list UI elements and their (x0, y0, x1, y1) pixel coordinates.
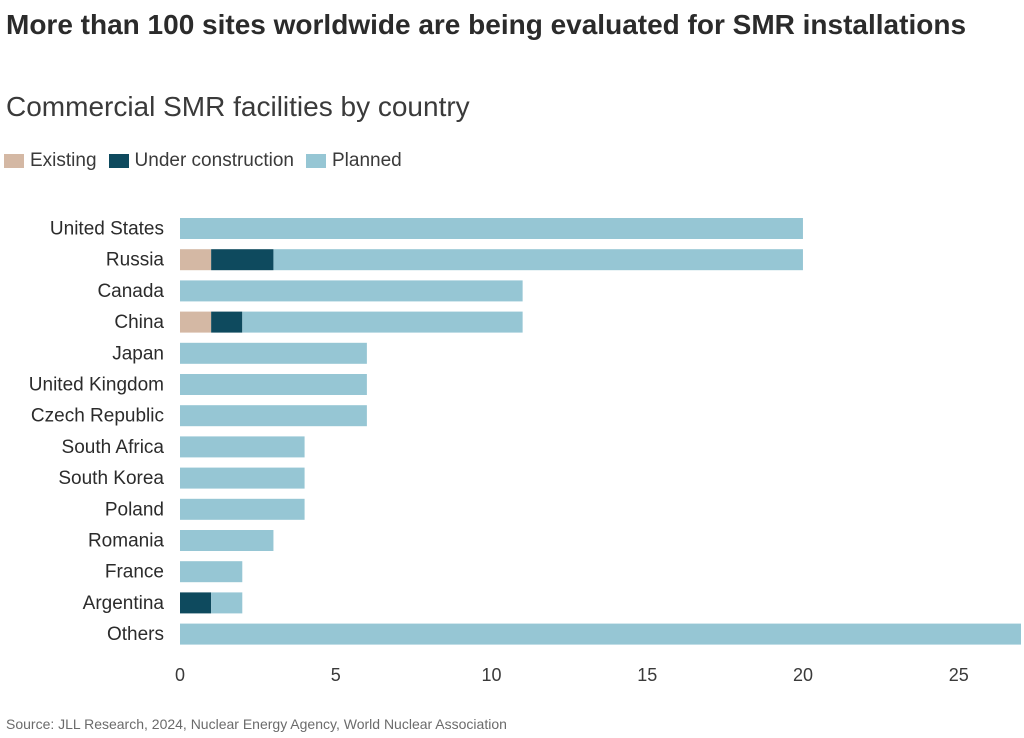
category-label-argentina: Argentina (83, 593, 165, 614)
category-label-south-africa: South Africa (62, 437, 165, 458)
chart-title: More than 100 sites worldwide are being … (6, 9, 967, 40)
bar-china-existing (180, 311, 212, 333)
category-label-united-states: United States (50, 219, 164, 240)
bar-south-africa-planned (180, 436, 305, 458)
category-label-others: Others (107, 624, 164, 645)
legend-swatch-planned (306, 154, 326, 168)
bar-poland-planned (180, 498, 305, 520)
stacked-bar-chart: United States Russia Canada China Japan Unite… (29, 218, 1021, 685)
category-label-japan: Japan (112, 343, 164, 364)
legend-swatch-under-construction (108, 154, 129, 168)
bar-united-kingdom-planned (180, 374, 367, 395)
category-label-czech-republic: Czech Republic (31, 406, 164, 427)
legend-label-under-construction: Under construction (134, 150, 294, 171)
bar-united-states-planned (180, 218, 803, 239)
x-tick-label: 15 (637, 665, 657, 685)
bar-russia-existing (180, 249, 212, 271)
chart-subtitle: Commercial SMR facilities by country (6, 91, 470, 122)
legend-label-planned: Planned (332, 150, 402, 171)
legend-item-planned: Planned (306, 150, 402, 172)
bar-canada-planned (180, 280, 523, 302)
category-label-china: China (114, 312, 164, 333)
bar-france-planned (180, 561, 243, 583)
bar-argentina-planned (211, 592, 243, 614)
category-label-france: France (105, 562, 164, 583)
category-label-russia: Russia (106, 250, 165, 271)
bar-russia-planned (273, 249, 803, 271)
bar-russia-under-construction (211, 249, 274, 271)
bar-romania-planned (180, 530, 274, 551)
category-label-poland: Poland (105, 499, 164, 520)
legend-label-existing: Existing (30, 150, 97, 171)
bar-south-korea-planned (180, 467, 305, 489)
x-tick-label: 0 (175, 665, 185, 685)
legend-swatch-existing (4, 154, 24, 168)
bar-argentina-under-construction (180, 592, 212, 614)
bar-others-planned (180, 623, 1021, 645)
x-tick-label: 5 (331, 665, 341, 685)
x-tick-label: 10 (481, 665, 501, 685)
category-label-romania: Romania (88, 531, 164, 552)
x-tick-label: 20 (793, 665, 813, 685)
category-label-united-kingdom: United Kingdom (29, 375, 164, 396)
source-note: Source: JLL Research, 2024, Nuclear Ener… (6, 716, 507, 732)
category-label-south-korea: South Korea (58, 468, 164, 489)
bar-czech-republic-planned (180, 405, 367, 427)
x-tick-label: 25 (949, 665, 969, 685)
bar-china-planned (242, 311, 523, 333)
legend-item-existing: Existing (4, 150, 97, 172)
category-label-canada: Canada (97, 281, 164, 302)
bar-japan-planned (180, 342, 367, 364)
legend-item-under-construction: Under construction (108, 150, 294, 172)
chart-legend: Existing Under construction Planned (4, 150, 414, 172)
bar-china-under-construction (211, 311, 243, 333)
